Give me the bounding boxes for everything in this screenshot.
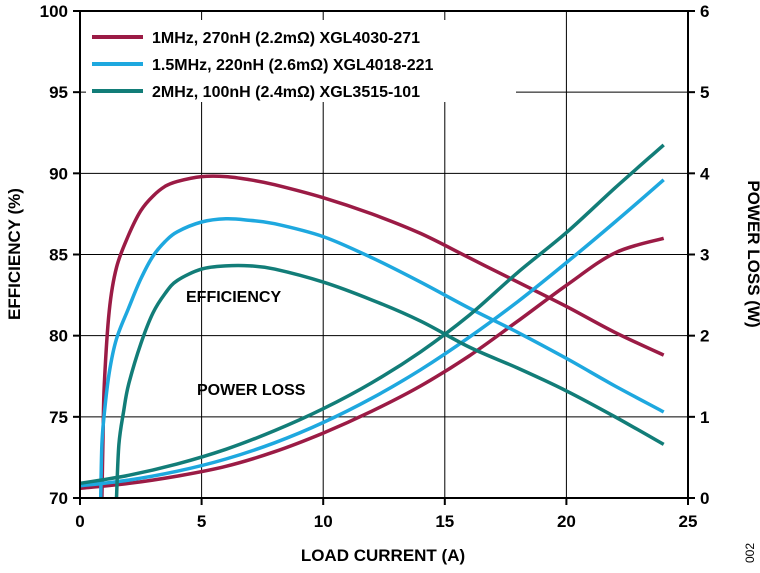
x-tick-label: 25	[679, 512, 698, 531]
legend-label-2: 1.5MHz, 220nH (2.6mΩ) XGL4018-221	[152, 57, 433, 74]
y-left-axis-title: EFFICIENCY (%)	[5, 188, 24, 320]
y-right-tick-label: 4	[700, 164, 710, 183]
legend-label-3: 2MHz, 100nH (2.4mΩ) XGL3515-101	[152, 84, 420, 101]
x-tick-label: 0	[75, 512, 84, 531]
x-tick-label: 10	[314, 512, 333, 531]
y-left-tick-label: 70	[49, 489, 68, 508]
x-tick-label: 5	[197, 512, 206, 531]
efficiency-curve-3	[114, 263, 665, 499]
axis-tick-labels: 0 5 10 15 20 25 70 75 80 85 90 95 100 0 1 2 3 4 5 6	[40, 2, 710, 531]
y-right-tick-label: 5	[700, 83, 709, 102]
legend-label-1: 1MHz, 270nH (2.2mΩ) XGL4030-271	[152, 30, 420, 47]
efficiency-curve-1	[100, 174, 665, 499]
data-curves	[79, 143, 665, 499]
power-loss-curve-2	[79, 178, 665, 488]
y-left-tick-label: 90	[49, 164, 68, 183]
y-right-tick-label: 2	[700, 327, 709, 346]
power-loss-curve-3	[79, 143, 665, 486]
y-left-tick-label: 80	[49, 327, 68, 346]
y-right-tick-label: 1	[700, 408, 709, 427]
axis-ticks	[73, 10, 695, 505]
x-tick-label: 20	[557, 512, 576, 531]
legend-background	[86, 20, 516, 102]
legend: 1MHz, 270nH (2.2mΩ) XGL4030-271 1.5MHz, 2…	[92, 30, 433, 101]
y-left-tick-label: 95	[49, 83, 68, 102]
x-tick-label: 15	[435, 512, 454, 531]
y-left-tick-label: 85	[49, 246, 68, 265]
annotation-power-loss: POWER LOSS	[197, 382, 306, 399]
y-right-tick-label: 3	[700, 246, 709, 265]
annotation-efficiency: EFFICIENCY	[186, 289, 281, 306]
x-axis-title: LOAD CURRENT (A)	[301, 546, 465, 565]
y-left-tick-label: 75	[49, 408, 68, 427]
y-left-tick-label: 100	[40, 2, 68, 21]
figure-id: 002	[743, 543, 757, 563]
y-right-tick-label: 6	[700, 2, 709, 21]
power-loss-curve-1	[79, 236, 665, 491]
y-right-axis-title: POWER LOSS (W)	[744, 180, 760, 327]
y-right-tick-label: 0	[700, 489, 709, 508]
